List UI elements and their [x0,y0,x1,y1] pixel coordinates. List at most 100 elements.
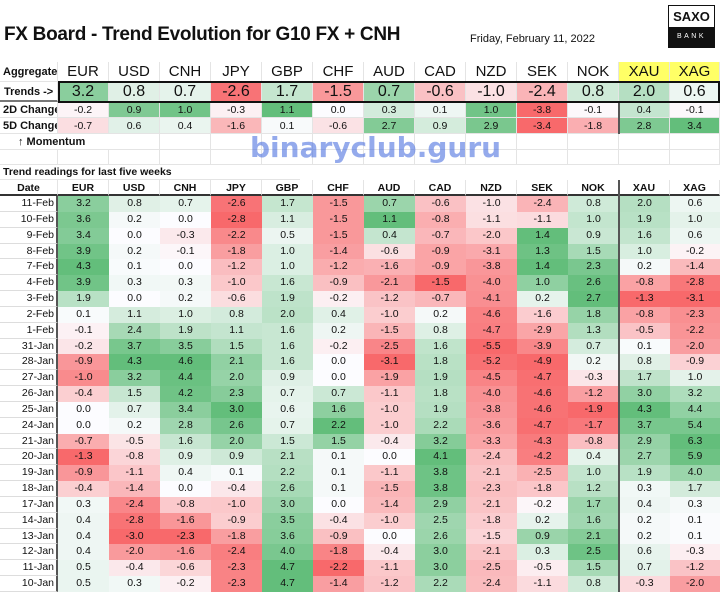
trend-cell-sek: -2.4 [517,196,568,212]
trend-cell-nzd: -4.0 [466,386,517,402]
trend-cell-cad: 1.8 [415,354,466,371]
trend-cell-usd: 0.2 [109,417,160,434]
change2d-eur: -0.2 [58,102,109,118]
row-date: 19-Jan [0,465,58,482]
trend-cell-eur: 0.4 [58,528,109,545]
trend-cell-jpy: -0.9 [211,512,262,529]
trend-cell-xau: 0.6 [619,544,670,561]
change2d-cad: 0.1 [415,102,466,118]
trend-cell-gbp: 1.6 [262,354,313,371]
row-date: 14-Jan [0,512,58,529]
row-date: 3-Feb [0,291,58,307]
trend-cell-xag: 3.2 [670,386,720,402]
empty-cell [313,134,364,150]
trend-cell-chf: -1.8 [313,544,364,561]
trend-cell-sek: 1.0 [517,275,568,292]
trend-cell-usd: 2.4 [109,322,160,339]
trend-cell-cad: -0.9 [415,243,466,260]
trend-cell-sek: 1.4 [517,259,568,276]
trend-cell-cnh: 0.4 [160,465,211,482]
empty-cell [364,134,415,150]
trend-cell-sek: -4.3 [517,433,568,450]
trend-cell-chf: -1.5 [313,211,364,228]
trend-cell-cad: 1.8 [415,386,466,402]
trend-cell-cnh: 0.9 [160,449,211,466]
change2d-nok: -0.1 [568,102,619,118]
row-date: 26-Jan [0,386,58,402]
trend-cell-aud: -0.4 [364,544,415,561]
report-date: Friday, February 11, 2022 [470,33,595,45]
trend-cell-usd: 0.3 [109,576,160,592]
trend-cell-cnh: 0.2 [160,291,211,307]
trend-cell-nzd: -1.1 [466,211,517,228]
trend-cell-cnh: 1.0 [160,306,211,323]
trend-cell-xau: 0.2 [619,512,670,529]
trend-cell-xau: 1.9 [619,465,670,482]
trend-cell-jpy: 2.0 [211,370,262,387]
trend-cell-jpy: 0.1 [211,465,262,482]
trend-value-jpy: -2.6 [211,82,262,102]
trend-cell-nzd: -2.1 [466,544,517,561]
trend-cell-nzd: -2.1 [466,496,517,513]
row-date: 21-Jan [0,433,58,450]
empty-cell [211,134,262,150]
currency-header-nzd: NZD [466,62,517,82]
trend-cell-eur: 0.3 [58,496,109,513]
trend-cell-eur: 1.9 [58,291,109,307]
logo-top: SAXO [669,6,714,27]
empty-cell [262,150,313,165]
currency-header-cnh: CNH [160,62,211,82]
row-date: 27-Jan [0,370,58,387]
trend-cell-usd: -3.0 [109,528,160,545]
trend-cell-xau: 2.9 [619,433,670,450]
trend-cell-xau: 2.7 [619,449,670,466]
trend-cell-chf: -1.5 [313,227,364,244]
trend-cell-gbp: 0.9 [262,370,313,387]
trend-cell-usd: 0.8 [109,196,160,212]
trend-cell-nzd: -3.8 [466,259,517,276]
trend-cell-xag: -2.2 [670,322,720,339]
trend-cell-xau: 0.7 [619,560,670,577]
trend-cell-usd: -1.4 [109,481,160,497]
trend-value-nzd: -1.0 [466,82,517,102]
empty-cell [517,150,568,165]
trend-cell-cad: 0.8 [415,322,466,339]
trend-cell-chf: -0.2 [313,291,364,307]
trend-cell-gbp: 1.0 [262,243,313,260]
trend-cell-aud: -1.0 [364,512,415,529]
trend-cell-xag: 5.4 [670,417,720,434]
trend-cell-xag: -2.8 [670,275,720,292]
trend-cell-eur: -0.7 [58,433,109,450]
trend-cell-nok: 2.7 [568,291,619,307]
row-date: 28-Jan [0,354,58,371]
trend-cell-nok: 1.3 [568,322,619,339]
trend-cell-jpy: -1.8 [211,528,262,545]
column-header-nok: NOK [568,180,619,196]
row-date: 7-Feb [0,259,58,276]
trend-cell-nzd: -5.5 [466,338,517,355]
momentum-note: ↑ Momentum [0,134,109,150]
trend-cell-gbp: 1.1 [262,211,313,228]
trend-cell-gbp: 2.1 [262,449,313,466]
trend-value-aud: 0.7 [364,82,415,102]
trend-cell-cad: -0.8 [415,211,466,228]
trend-cell-chf: 0.1 [313,465,364,482]
trend-cell-nok: 0.2 [568,354,619,371]
trend-cell-xag: 5.9 [670,449,720,466]
trend-cell-xau: 2.0 [619,196,670,212]
trend-cell-aud: 0.0 [364,528,415,545]
column-header-xag: XAG [670,180,720,196]
trend-cell-cad: -0.7 [415,291,466,307]
currency-header-cad: CAD [415,62,466,82]
trend-cell-eur: 4.3 [58,259,109,276]
trend-cell-chf: 0.0 [313,496,364,513]
row-date: 31-Jan [0,338,58,355]
trend-cell-cnh: -1.6 [160,544,211,561]
empty-cell [160,150,211,165]
trend-cell-usd: 0.1 [109,259,160,276]
change2d-cnh: 1.0 [160,102,211,118]
column-header-jpy: JPY [211,180,262,196]
trend-cell-sek: -2.5 [517,465,568,482]
column-header-gbp: GBP [262,180,313,196]
trend-cell-nok: -0.8 [568,433,619,450]
